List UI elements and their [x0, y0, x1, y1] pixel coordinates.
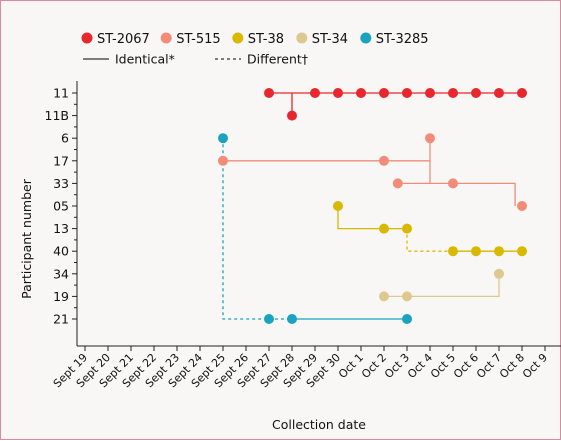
data-point-st-38	[333, 201, 343, 211]
legend-marker-st-34	[296, 32, 308, 44]
data-point-st-38	[517, 246, 527, 257]
y-tick-label: 40	[53, 244, 69, 259]
data-point-st-2067	[471, 88, 481, 98]
data-point-st-515	[425, 133, 435, 144]
x-tick-label: Oct 1	[336, 351, 366, 381]
x-tick-label: Oct 2	[359, 351, 389, 381]
y-tick-label: 6	[61, 131, 69, 146]
data-point-st-3285	[264, 314, 274, 324]
data-point-st-34	[379, 291, 389, 302]
data-point-st-2067	[264, 88, 274, 98]
data-point-st-34	[402, 291, 412, 302]
y-tick-label: 11B	[45, 108, 69, 123]
data-point-st-515	[218, 155, 228, 166]
data-point-st-2067	[379, 88, 389, 98]
x-tick-label: Oct 3	[382, 351, 412, 381]
legend-label: ST-515	[176, 32, 221, 47]
data-point-st-515	[392, 178, 403, 189]
link-line	[397, 182, 516, 206]
data-point-st-515	[517, 201, 527, 211]
data-point-st-3285	[218, 133, 228, 144]
data-point-st-2067	[356, 88, 366, 98]
x-tick-label: Oct 6	[451, 351, 481, 381]
link-line	[337, 206, 407, 230]
y-axis-label: Participant number	[19, 178, 34, 299]
legend-label: ST-2067	[97, 32, 150, 47]
data-point-st-3285	[287, 314, 297, 324]
legend-line-label: Different†	[247, 52, 308, 67]
data-point-st-515	[379, 155, 389, 166]
x-tick-label: Oct 7	[474, 351, 504, 381]
legend-marker-st-38	[232, 32, 244, 44]
y-tick-label: 19	[53, 289, 69, 304]
data-point-st-2067	[402, 88, 412, 98]
x-axis-label: Collection date	[272, 417, 366, 432]
x-tick-label: Oct 4	[405, 351, 435, 381]
legend: ST-2067 ST-515 ST-38 ST-34 ST-3285 Identical*…	[81, 32, 429, 67]
data-point-st-2067	[517, 88, 527, 98]
data-point-st-34	[494, 268, 504, 279]
legend-label: ST-3285	[376, 32, 429, 47]
y-tick-label: 34	[53, 266, 69, 281]
data-point-st-3285	[402, 314, 412, 324]
link-lines	[222, 92, 522, 320]
link-line	[406, 228, 453, 252]
legend-marker-st-3285	[360, 32, 372, 44]
data-points	[218, 88, 527, 324]
data-point-st-515	[448, 178, 458, 189]
data-point-st-2067	[287, 110, 297, 121]
data-point-st-2067	[448, 88, 458, 98]
link-line	[222, 138, 269, 320]
x-tick-label: Oct 5	[428, 351, 458, 381]
data-point-st-38	[471, 246, 481, 257]
data-point-st-2067	[425, 88, 435, 98]
y-tick-label: 11	[53, 86, 69, 101]
y-tick-label: 21	[53, 312, 69, 327]
data-point-st-2067	[494, 88, 504, 98]
y-tick-label: 13	[53, 221, 69, 236]
data-point-st-38	[448, 246, 458, 257]
x-tick-label: Oct 8	[497, 351, 527, 381]
legend-marker-st-2067	[81, 32, 93, 44]
data-point-st-38	[494, 246, 504, 257]
legend-label: ST-38	[248, 32, 284, 47]
x-tick-label: Oct 9	[520, 351, 550, 381]
y-tick-label: 05	[53, 199, 69, 214]
y-tick-label: 17	[53, 153, 69, 168]
y-tick-label: 33	[53, 176, 69, 191]
data-point-st-2067	[333, 88, 343, 98]
data-point-st-38	[379, 223, 389, 234]
legend-marker-st-515	[160, 32, 172, 44]
link-line	[384, 273, 500, 298]
data-point-st-2067	[310, 88, 320, 98]
legend-line-label: Identical*	[115, 52, 175, 67]
legend-label: ST-34	[312, 32, 348, 47]
data-point-st-38	[402, 223, 412, 234]
